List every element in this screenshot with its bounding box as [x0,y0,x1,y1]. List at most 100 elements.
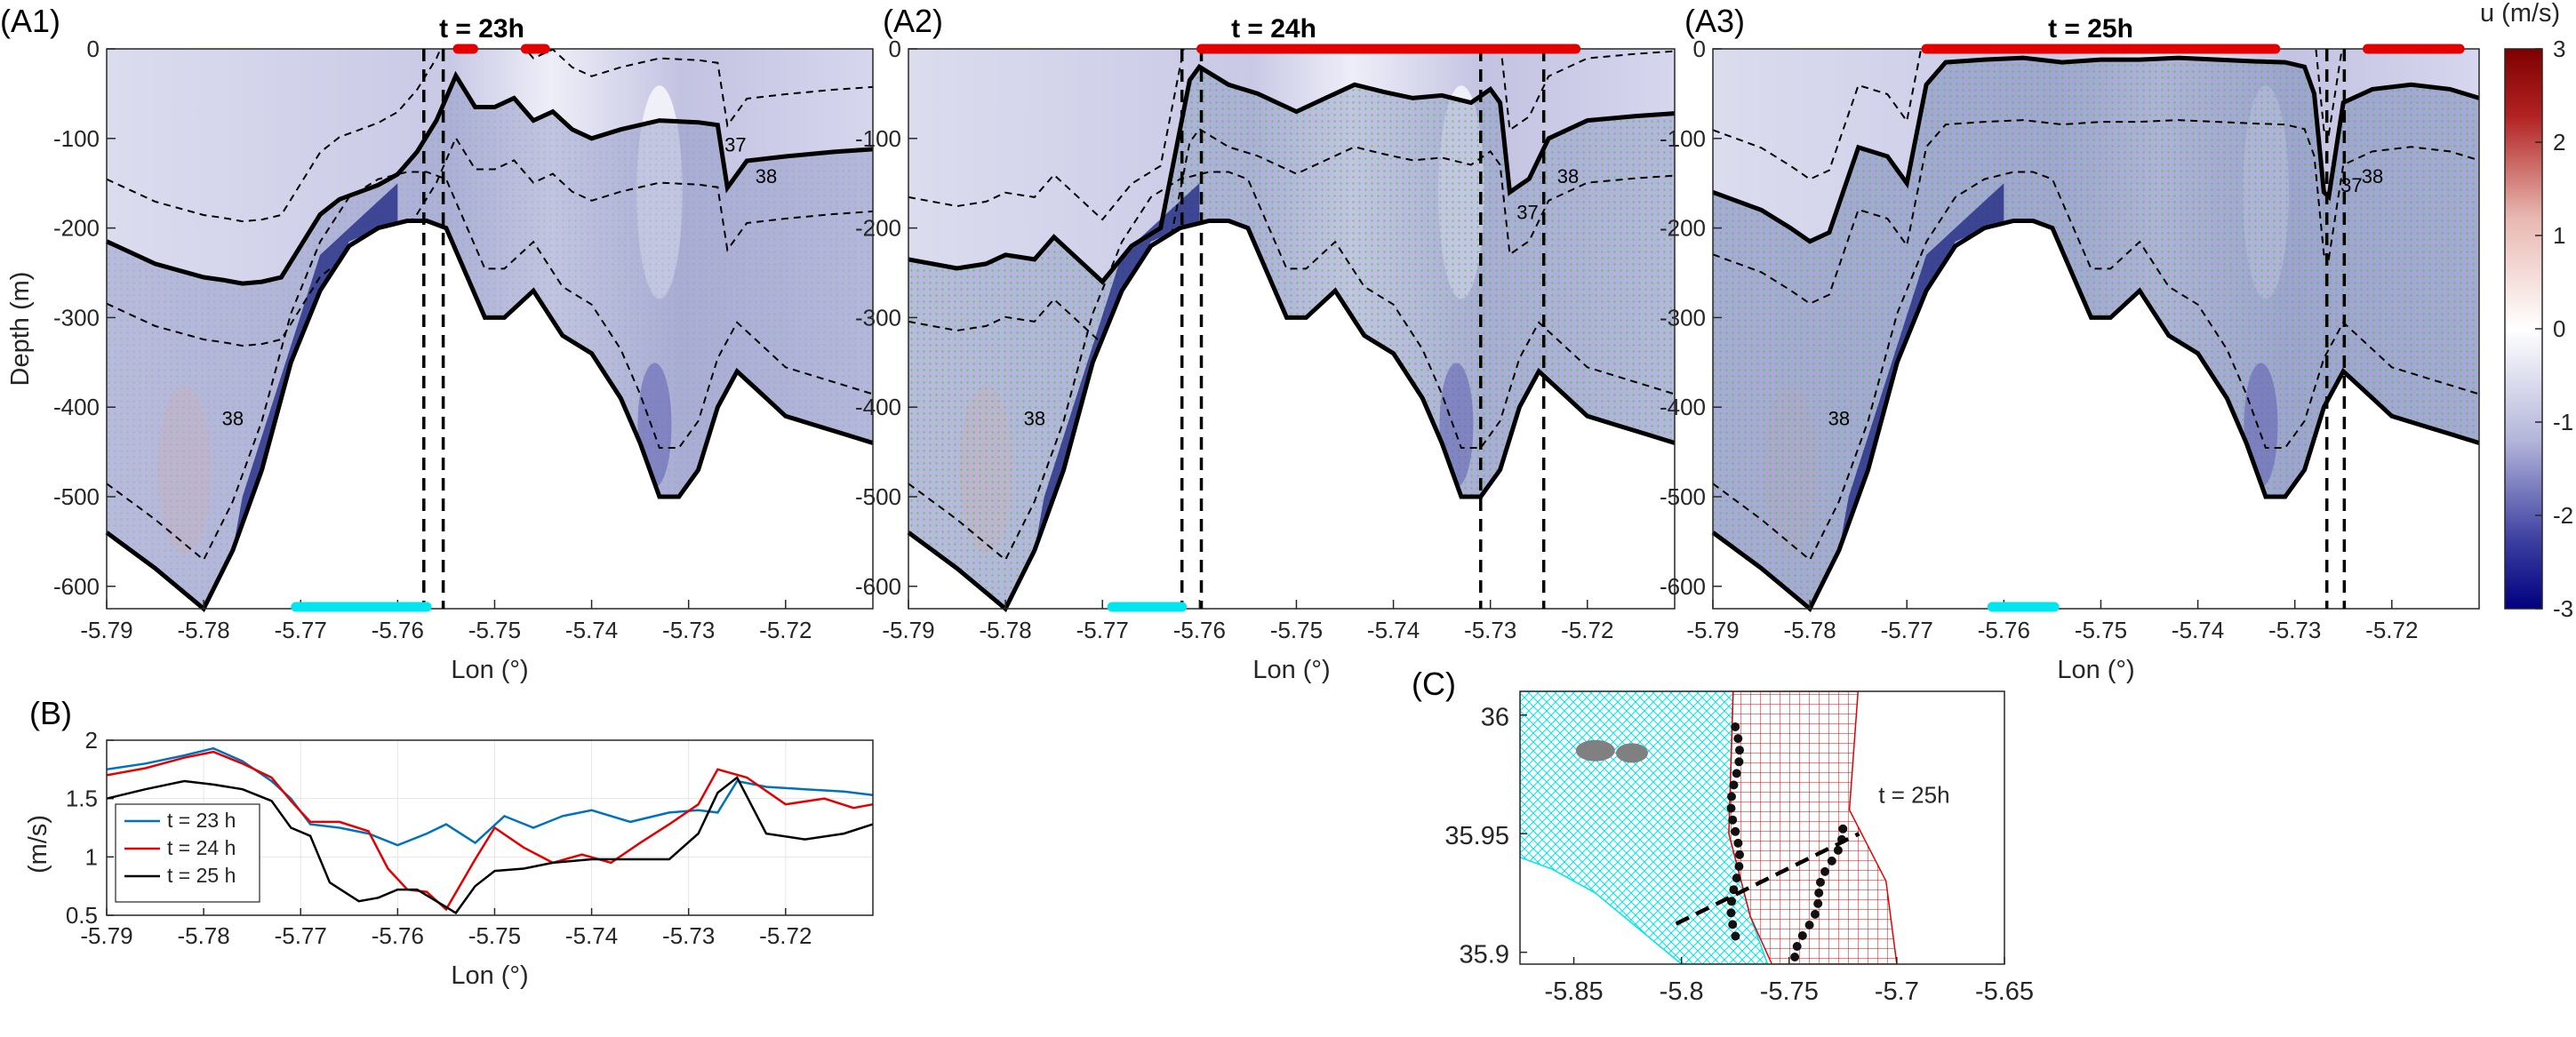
colorbar-tick-label: -3 [2553,595,2573,622]
colorbar-ticks: 3 2 1 0 -1 -2 -3 [2535,36,2573,622]
colorbar-label: u (m/s) [2480,0,2560,28]
x-tick-label: -5.78 [979,617,1031,643]
contour-label-38: 38 [1557,165,1579,187]
x-tick-label: -5.75 [1760,977,1819,1006]
y-tick-label: 35.95 [1444,822,1509,850]
x-tick-label: -5.75 [468,922,521,949]
map-content: t = 25h [1520,691,2004,964]
green-dot-region [908,67,1675,609]
front-point [1727,792,1736,802]
x-tick-label: -5.76 [1173,617,1226,643]
front-point [1833,845,1843,855]
front-point [1734,757,1744,767]
y-tick-label: 35.9 [1460,941,1509,969]
contour-label-38: 38 [1024,407,1045,429]
front-point [1732,873,1741,883]
x-tick-label: -5.72 [759,922,812,949]
contour-label-38: 38 [756,165,777,187]
panel-label-B: (B) [29,695,72,731]
y-tick-label: -400 [855,394,901,420]
y-tick-label: -500 [53,483,100,510]
y-tick-label: -400 [53,394,100,420]
y-tick-label: 1.5 [66,786,98,812]
isopycnal-37-line [1712,55,2480,244]
dashed-contour [107,49,873,223]
contour-label-37: 37 [1516,201,1538,223]
series-line-2 [106,750,874,912]
y-tick-label: 0.5 [66,902,98,929]
x-axis-label-B: Lon (°) [451,961,528,990]
front-point [1814,888,1824,897]
x-tick-label: -5.72 [1561,617,1613,643]
panel-label-A1: (A1) [0,3,60,39]
y-tick-label: -500 [855,483,901,510]
contour-label-37: 37 [724,134,746,156]
front-point [1735,746,1744,755]
panel-A2: (A2) t = 24h 37 38 38 -5.79 -5.78 -5.77 -5.76 -… [855,3,1676,684]
x-tick-label: -5.79 [882,617,934,643]
x-tick-label: -5.72 [759,617,812,643]
transect-line [1675,832,1860,926]
axes-box [106,48,874,610]
colorbar: u (m/s) 3 2 1 0 -1 -2 -3 [2480,0,2573,622]
red-grid-region [1728,691,1898,964]
y-tick-label: -500 [1660,483,1706,510]
x-tick-label: -5.74 [2172,617,2224,643]
front-point [1790,953,1800,961]
x-tick-label: -5.78 [177,617,229,643]
bathymetry-line [1711,219,2480,612]
panel-label-C: (C) [1412,666,1456,702]
x-tick-label: -5.79 [80,922,132,949]
x-tick-label: -5.74 [565,922,618,949]
y-axis-label-B: (m/s) [24,815,52,873]
front-point [1827,856,1836,865]
x-tick-label: -5.73 [662,617,715,643]
velocity-field [107,49,873,609]
contour-label-38: 38 [2362,165,2383,187]
gray-patch [1575,739,1615,762]
panel-B: (B) -5.79 -5.78 -5.77 -5.76 -5.75 -5.74 -5.73-… [24,695,874,990]
colorbar-tick-label: 0 [2553,315,2565,342]
velocity-field [908,49,1675,609]
front-point [1727,897,1736,906]
colorbar-tick-label: -1 [2553,409,2573,435]
deep-jet-core [2244,363,2278,488]
gray-patch [1615,743,1648,763]
y-tick-label: 0 [889,36,901,62]
panel-label-A3: (A3) [1684,3,1745,39]
green-dot-region [107,76,873,609]
front-point [1804,921,1814,929]
panel-title-A2: t = 24h [1231,14,1316,44]
section-plot-A2: 37 38 38 -5.79 -5.78 -5.77 -5.76 -5.75 -5.74 -5.7… [855,36,1676,643]
x-tick-label: -5.73 [662,922,715,949]
axes-box [106,739,874,916]
y-tick-label: -300 [1660,304,1706,331]
dashed-contour [1713,49,2479,180]
x-tick-label: -5.77 [1076,617,1129,643]
y-tick-label: -600 [855,573,901,600]
y-axis-label-A1: Depth (m) [6,272,35,387]
legend-label: t = 25 h [167,864,236,887]
series-line-3 [106,776,874,915]
colorbar-tick-label: 3 [2553,36,2565,62]
panel-A1: (A1) t = 23h 37 38 38 -5.79 -5.78 -5.77 -5.76 -… [0,3,874,684]
x-tick-label: -5.76 [1978,617,2030,643]
y-tick-label: -100 [1660,125,1706,152]
x-tick-label: -5.65 [1975,977,2034,1006]
x-tick-label: -5.72 [2365,617,2418,643]
y-tick-label: -300 [53,304,100,331]
x-tick-label: -5.75 [2075,617,2127,643]
y-tick-label: -600 [53,573,100,600]
y-tick-label: 2 [85,727,98,754]
panel-label-A2: (A2) [883,3,943,39]
front-point [1820,866,1830,876]
legend-label: t = 24 h [167,836,236,859]
y-tick-label: -600 [1660,573,1706,600]
front-point [1731,722,1740,731]
x-tick-label: -5.8 [1660,977,1704,1006]
front-point [1811,909,1820,919]
x-tick-label: -5.74 [565,617,618,643]
y-tick-label: 0 [87,36,100,62]
y-tick-label: 1 [85,843,98,870]
